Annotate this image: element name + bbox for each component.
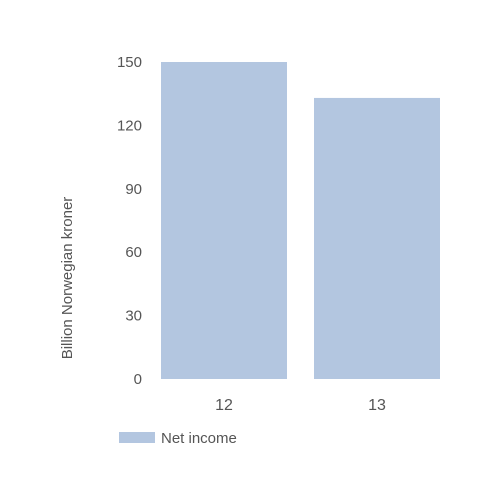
y-tick-label: 0 xyxy=(134,371,142,388)
y-tick-label: 90 xyxy=(125,181,142,198)
y-axis-ticks: 0 30 60 90 120 150 xyxy=(117,54,142,388)
y-tick-label: 60 xyxy=(125,244,142,261)
y-axis-title: Billion Norwegian kroner xyxy=(59,197,76,360)
x-tick-label: 13 xyxy=(368,397,386,414)
y-tick-label: 30 xyxy=(125,308,142,325)
x-axis-ticks: 12 13 xyxy=(215,397,386,414)
x-tick-label: 12 xyxy=(215,397,233,414)
bar-13 xyxy=(314,97,440,379)
legend-swatch xyxy=(119,432,155,443)
y-tick-label: 150 xyxy=(117,54,142,71)
y-tick-label: 120 xyxy=(117,117,142,134)
bar-12 xyxy=(161,62,287,379)
legend-label: Net income xyxy=(161,430,237,447)
bars xyxy=(161,62,440,379)
legend: Net income xyxy=(119,430,237,447)
